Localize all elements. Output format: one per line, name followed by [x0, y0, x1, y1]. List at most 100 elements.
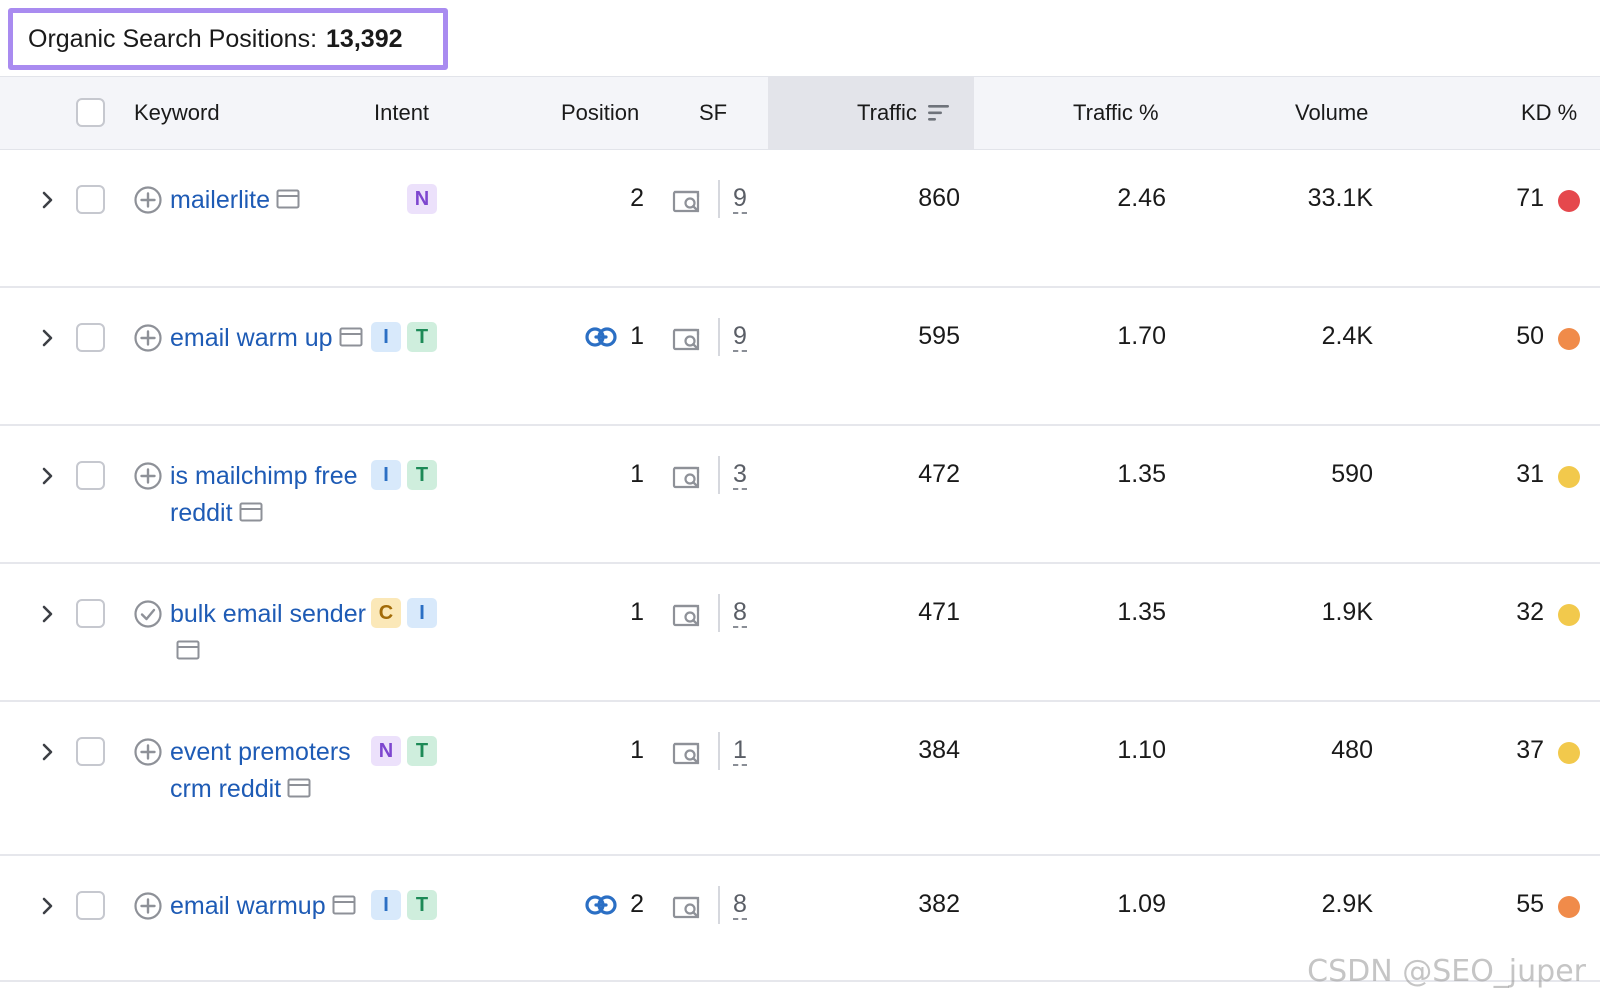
volume-value: 590 [1331, 460, 1373, 488]
serp-preview-icon[interactable] [287, 778, 311, 798]
traffic-pct-value: 1.09 [1117, 890, 1166, 918]
volume-value: 480 [1331, 736, 1373, 764]
chevron-right-icon [42, 191, 53, 209]
expand-row-button[interactable] [38, 742, 58, 762]
plus-circle-icon[interactable] [133, 891, 163, 921]
traffic-value: 471 [918, 598, 960, 626]
column-header-intent[interactable]: Intent [374, 100, 430, 125]
serp-preview-icon[interactable] [176, 640, 200, 660]
keyword-link[interactable]: email warmup [170, 888, 370, 925]
kd-value: 71 [1516, 184, 1544, 212]
serp-preview-icon[interactable] [276, 189, 300, 209]
column-header-kd[interactable]: KD % [1521, 100, 1578, 125]
column-header-traffic-pct[interactable]: Traffic % [1073, 100, 1159, 125]
traffic-value: 382 [918, 890, 960, 918]
chevron-right-icon [42, 897, 53, 915]
expand-row-button[interactable] [38, 604, 58, 624]
serp-features-count[interactable]: 1 [733, 736, 747, 766]
keyword-text[interactable]: is mailchimp free reddit [170, 462, 358, 527]
keyword-text[interactable]: email warmup [170, 892, 326, 920]
column-header-volume[interactable]: Volume [1295, 100, 1369, 125]
kd-difficulty-dot [1558, 604, 1580, 626]
expand-row-button[interactable] [38, 466, 58, 486]
sf-divider [718, 318, 720, 356]
serp-features-count[interactable]: 9 [733, 322, 747, 352]
column-header-traffic[interactable]: Traffic [857, 77, 951, 149]
plus-circle-icon[interactable] [133, 323, 163, 353]
check-circle-icon[interactable] [133, 599, 163, 629]
keyword-link[interactable]: bulk email sender [170, 596, 370, 670]
traffic-pct-value: 1.10 [1117, 736, 1166, 764]
chevron-right-icon [42, 605, 53, 623]
column-header-traffic-label: Traffic [857, 100, 917, 125]
keyword-link[interactable]: is mailchimp free reddit [170, 458, 370, 532]
kd-difficulty-dot [1558, 328, 1580, 350]
serp-features-count[interactable]: 8 [733, 890, 747, 920]
select-all-checkbox[interactable] [76, 98, 105, 127]
serp-features-icon[interactable] [672, 188, 702, 214]
plus-circle-icon[interactable] [133, 737, 163, 767]
keyword-link[interactable]: email warm up [170, 320, 370, 357]
column-header-keyword[interactable]: Keyword [134, 100, 220, 125]
plus-circle-icon[interactable] [133, 185, 163, 215]
position-value: 1 [630, 598, 644, 626]
intent-badge-t: T [407, 322, 437, 352]
serp-features-count[interactable]: 9 [733, 184, 747, 214]
serp-preview-icon[interactable] [239, 502, 263, 522]
sort-descending-icon [927, 105, 949, 121]
expand-row-button[interactable] [38, 896, 58, 916]
table-row: bulk email sender C I 1 8 471 1.35 1.9K 32 [0, 564, 1600, 702]
kd-difficulty-dot [1558, 466, 1580, 488]
serp-features-icon[interactable] [672, 894, 702, 920]
row-checkbox[interactable] [76, 461, 105, 490]
serp-features-icon[interactable] [672, 740, 702, 766]
table-row: email warm up I T 1 9 595 1.70 2.4K 50 [0, 288, 1600, 426]
summary-label: Organic Search Positions: [28, 24, 318, 53]
serp-preview-icon[interactable] [339, 327, 363, 347]
kd-difficulty-dot [1558, 190, 1580, 212]
expand-row-button[interactable] [38, 190, 58, 210]
keyword-text[interactable]: event premoters crm reddit [170, 738, 351, 803]
keyword-link[interactable]: mailerlite [170, 182, 370, 219]
keyword-text[interactable]: mailerlite [170, 186, 271, 214]
intent-badge-n: N [407, 184, 437, 214]
kd-value: 31 [1516, 460, 1544, 488]
keyword-text[interactable]: email warm up [170, 324, 333, 352]
traffic-value: 472 [918, 460, 960, 488]
serp-features-icon[interactable] [672, 464, 702, 490]
keyword-link[interactable]: event premoters crm reddit [170, 734, 370, 808]
table-row: event premoters crm reddit N T 1 1 384 1.10 480… [0, 702, 1600, 856]
volume-value: 2.9K [1321, 890, 1373, 918]
table-row: email warmup I T 2 8 382 1.09 2.9K 55 [0, 856, 1600, 982]
sf-divider [718, 886, 720, 924]
keyword-text[interactable]: bulk email sender [170, 600, 366, 628]
sf-divider [718, 180, 720, 218]
column-header-sf[interactable]: SF [699, 100, 728, 125]
serp-features-icon[interactable] [672, 326, 702, 352]
plus-circle-icon[interactable] [133, 461, 163, 491]
row-checkbox[interactable] [76, 323, 105, 352]
serp-features-count[interactable]: 8 [733, 598, 747, 628]
intent-badge-t: T [407, 460, 437, 490]
row-checkbox[interactable] [76, 737, 105, 766]
kd-difficulty-dot [1558, 896, 1580, 918]
serp-features-count[interactable]: 3 [733, 460, 747, 490]
row-checkbox[interactable] [76, 891, 105, 920]
traffic-pct-value: 2.46 [1117, 184, 1166, 212]
link-icon [585, 894, 617, 916]
kd-difficulty-dot [1558, 742, 1580, 764]
sf-divider [718, 594, 720, 632]
row-checkbox[interactable] [76, 599, 105, 628]
row-checkbox[interactable] [76, 185, 105, 214]
table-body: mailerlite N 2 9 860 2.46 33.1K 71 email warm up… [0, 150, 1600, 982]
volume-value: 33.1K [1307, 184, 1373, 212]
serp-features-icon[interactable] [672, 602, 702, 628]
summary-count: 13,392 [326, 24, 403, 53]
expand-row-button[interactable] [38, 328, 58, 348]
intent-badge-i: I [371, 890, 401, 920]
table-row: is mailchimp free reddit I T 1 3 472 1.35 590 31 [0, 426, 1600, 564]
column-header-position[interactable]: Position [561, 100, 640, 125]
serp-preview-icon[interactable] [332, 895, 356, 915]
chevron-right-icon [42, 743, 53, 761]
intent-badge-t: T [407, 890, 437, 920]
